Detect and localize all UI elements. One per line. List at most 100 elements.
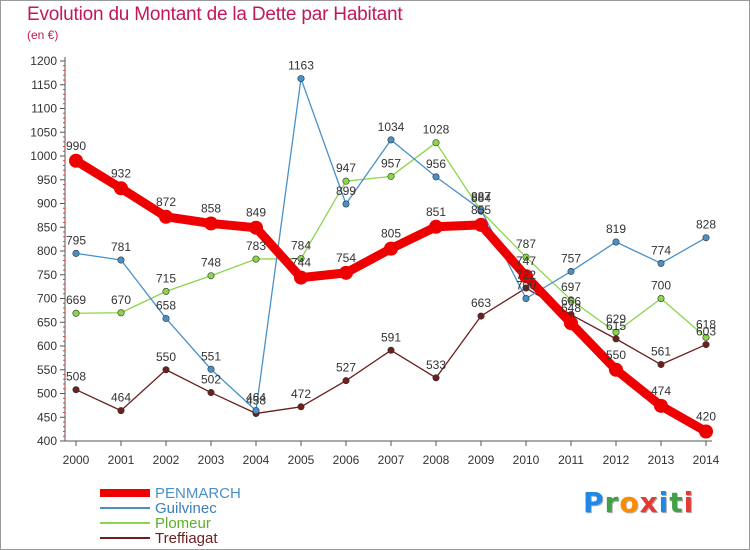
data-point	[204, 216, 218, 231]
data-point	[117, 256, 125, 264]
y-tick-label: 400	[37, 434, 57, 448]
y-tick-label: 600	[37, 339, 57, 353]
data-point	[612, 238, 620, 246]
data-point	[69, 153, 83, 168]
y-tick-label: 700	[37, 292, 57, 306]
data-label: 851	[426, 205, 446, 219]
data-label: 744	[291, 256, 311, 270]
data-label: 629	[606, 312, 626, 326]
data-point	[387, 172, 395, 180]
data-point	[432, 173, 440, 181]
data-label: 887	[471, 190, 491, 204]
y-tick-label: 1150	[31, 78, 57, 92]
data-label: 884	[471, 191, 491, 205]
chart-axes: 400 450 500 550 600 650 700 750 800 850 900 950 1000…	[30, 54, 719, 467]
data-point	[72, 249, 80, 257]
legend-label: Treffiagat	[155, 530, 218, 547]
y-tick-label: 500	[37, 387, 57, 401]
logo-letter: o	[619, 486, 640, 519]
data-point	[249, 220, 263, 235]
data-point	[297, 75, 305, 83]
data-label: 956	[426, 157, 446, 171]
data-point	[294, 270, 308, 285]
data-label: 648	[561, 301, 581, 315]
data-label: 603	[696, 325, 716, 339]
y-tick-label: 1050	[30, 125, 57, 139]
data-label: 464	[246, 391, 266, 405]
y-tick-label: 1100	[31, 102, 57, 116]
data-point	[162, 366, 170, 374]
legend-label: Plomeur	[155, 515, 211, 532]
data-point	[657, 361, 665, 369]
x-tick-label: 2009	[468, 453, 495, 467]
data-point	[522, 294, 530, 302]
x-tick-label: 2006	[333, 453, 360, 467]
data-label: 508	[66, 370, 86, 384]
data-label: 1034	[378, 120, 405, 134]
legend-swatch	[100, 507, 150, 509]
data-label: 458	[246, 393, 266, 407]
data-point	[117, 407, 125, 415]
data-point	[72, 386, 80, 394]
data-point	[162, 314, 170, 322]
chart-data-labels: 508 464 550 502 458 472 527 591 533 663 722 666 615 5…	[66, 59, 716, 424]
data-label: 754	[336, 251, 356, 265]
data-label: 858	[201, 201, 221, 215]
x-tick-label: 2010	[513, 453, 540, 467]
data-point	[342, 200, 350, 208]
data-label: 527	[336, 361, 356, 375]
x-tick-label: 2000	[63, 453, 90, 467]
proxiti-logo: Proxiti	[583, 486, 694, 519]
data-point	[252, 407, 260, 415]
data-point	[612, 335, 620, 343]
data-label: 669	[66, 293, 86, 307]
data-point	[702, 333, 710, 341]
x-tick-label: 2005	[288, 453, 315, 467]
data-label: 663	[471, 296, 491, 310]
data-label: 615	[606, 319, 626, 333]
x-tick-label: 2002	[153, 453, 180, 467]
data-point	[657, 259, 665, 267]
data-label: 748	[201, 256, 221, 270]
data-point	[477, 206, 485, 214]
data-point	[567, 296, 575, 304]
data-point	[612, 328, 620, 336]
data-label: 795	[66, 233, 86, 247]
legend-swatch	[100, 489, 150, 497]
data-point	[609, 362, 623, 377]
data-point	[702, 234, 710, 242]
data-label: 697	[561, 280, 581, 294]
x-tick-label: 2007	[378, 453, 405, 467]
data-label: 618	[696, 317, 716, 331]
data-label: 700	[651, 279, 671, 293]
data-point	[432, 374, 440, 382]
data-label: 747	[516, 254, 536, 268]
data-label: 828	[696, 218, 716, 232]
data-point	[522, 253, 530, 261]
data-point	[384, 241, 398, 256]
logo-letter: x	[639, 486, 659, 519]
data-point	[477, 312, 485, 320]
data-point	[207, 389, 215, 397]
x-tick-label: 2011	[558, 453, 584, 467]
legend-swatch	[100, 522, 150, 524]
data-label: 757	[561, 251, 581, 265]
data-point	[522, 284, 530, 292]
data-point	[387, 136, 395, 144]
legend-label: PENMARCH	[155, 485, 241, 502]
data-label: 464	[111, 391, 131, 405]
chart-series	[69, 75, 713, 439]
data-point	[339, 265, 353, 280]
data-point	[297, 403, 305, 411]
legend-swatch	[100, 537, 150, 539]
data-label: 550	[606, 348, 626, 362]
data-point	[117, 309, 125, 317]
y-tick-label: 950	[37, 173, 57, 187]
data-label: 784	[291, 239, 311, 253]
data-label: 533	[426, 358, 446, 372]
x-tick-label: 2013	[648, 453, 675, 467]
data-label: 899	[336, 184, 356, 198]
data-point	[567, 267, 575, 275]
data-label: 819	[606, 222, 626, 236]
